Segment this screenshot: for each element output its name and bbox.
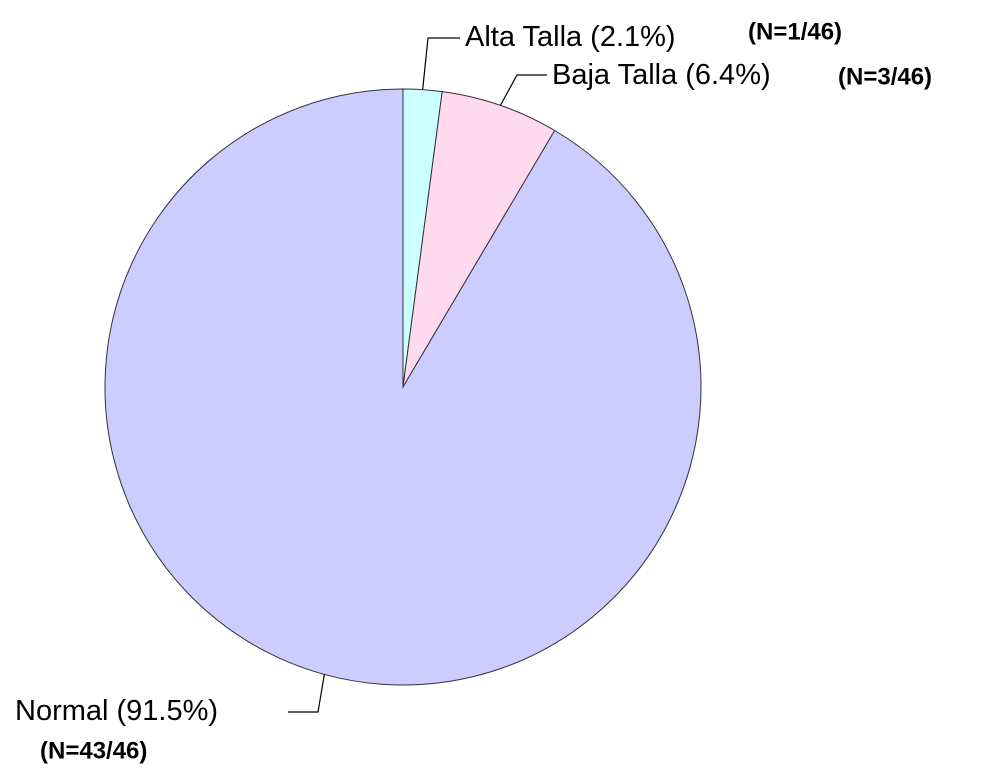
- category-label: Normal: [15, 695, 108, 727]
- category-label: Baja Talla: [552, 59, 678, 91]
- slice-label: Normal (91.5%): [15, 695, 218, 727]
- leader-line: [422, 37, 460, 90]
- value-label: (91.5%): [116, 695, 218, 727]
- count-label: (N=43/46): [40, 737, 147, 764]
- leader-line: [288, 674, 325, 713]
- category-label: Alta Talla: [465, 21, 583, 53]
- value-label: (2.1%): [590, 21, 675, 53]
- count-label: (N=1/46): [748, 18, 842, 45]
- count-label: (N=3/46): [838, 63, 932, 90]
- pie-slice: [402, 91, 556, 388]
- slice-label: Baja Talla (6.4%): [552, 59, 771, 91]
- slice-label: Alta Talla (2.1%): [465, 21, 676, 53]
- value-label: (6.4%): [685, 59, 770, 91]
- pie-slice: [104, 88, 702, 686]
- leader-line: [499, 74, 547, 106]
